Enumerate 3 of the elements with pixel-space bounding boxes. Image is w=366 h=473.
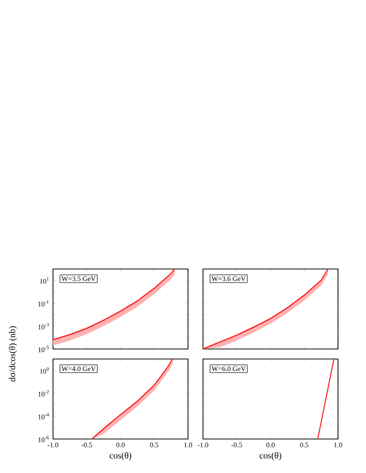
x-axis-title: cos(θ) — [110, 452, 132, 460]
x-axis-title: cos(θ) — [260, 452, 282, 460]
y-axis-title: dσ/dcos(θ) (nb) — [8, 326, 18, 382]
